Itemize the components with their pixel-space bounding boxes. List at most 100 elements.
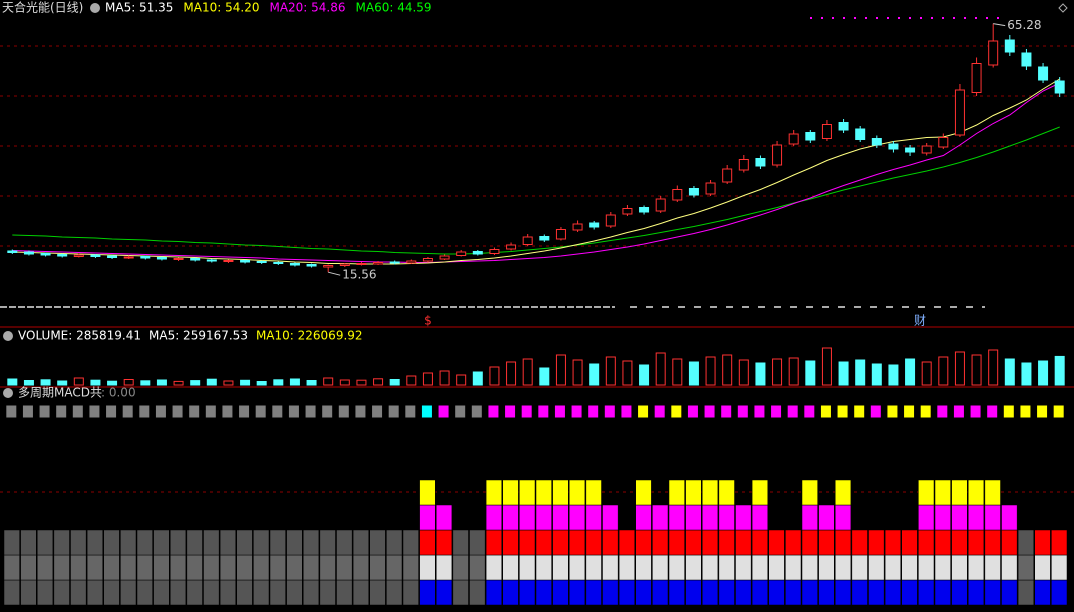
signal-cell	[620, 404, 633, 419]
volume-bar	[522, 358, 533, 386]
macd-block	[369, 579, 386, 606]
macd-block	[552, 479, 569, 506]
macd-block	[436, 554, 453, 581]
macd-block	[103, 579, 120, 606]
signal-cell	[952, 404, 965, 419]
macd-block	[801, 504, 818, 531]
macd-block	[868, 579, 885, 606]
macd-block	[519, 554, 536, 581]
dropdown-icon[interactable]	[3, 388, 13, 398]
volume-bar	[456, 374, 467, 386]
macd-block	[286, 529, 303, 556]
macd-block	[652, 529, 669, 556]
volume-bar	[506, 361, 517, 386]
macd-block	[851, 529, 868, 556]
macd-block	[53, 529, 70, 556]
macd-block	[219, 554, 236, 581]
event-marker: 财	[914, 314, 926, 328]
macd-block	[569, 529, 586, 556]
macd-block	[419, 479, 436, 506]
menu-icon[interactable]	[1058, 3, 1068, 13]
candle-body	[456, 251, 467, 256]
macd-block	[735, 504, 752, 531]
macd-block	[751, 579, 768, 606]
macd-block	[236, 554, 253, 581]
macd-block	[668, 579, 685, 606]
candle-body	[406, 260, 417, 264]
macd-block	[352, 554, 369, 581]
signal-cell	[903, 404, 916, 419]
signal-cell	[238, 404, 251, 419]
macd-block	[485, 529, 502, 556]
macd-block	[984, 579, 1001, 606]
macd-block	[269, 579, 286, 606]
macd-block	[286, 579, 303, 606]
candle-body	[589, 222, 600, 228]
macd-block	[37, 579, 54, 606]
candle-body	[223, 260, 234, 262]
candle-body	[472, 251, 483, 255]
macd-block	[303, 579, 320, 606]
volume-bar	[1004, 358, 1015, 386]
candle-body	[755, 158, 766, 167]
candle-body	[639, 207, 650, 213]
signal-cell	[88, 404, 101, 419]
dropdown-icon[interactable]	[90, 3, 100, 13]
macd-block	[934, 479, 951, 506]
macd-block	[934, 529, 951, 556]
macd-block	[186, 554, 203, 581]
macd-block	[668, 504, 685, 531]
volume-bar	[555, 354, 566, 386]
signal-cell	[171, 404, 184, 419]
macd-block	[818, 504, 835, 531]
dropdown-icon[interactable]	[3, 331, 13, 341]
volume-bar	[971, 354, 982, 386]
macd-block	[186, 579, 203, 606]
macd-block	[702, 479, 719, 506]
macd-block	[768, 529, 785, 556]
volume-bar	[289, 378, 300, 386]
macd-block	[402, 529, 419, 556]
volume-bar	[639, 364, 650, 386]
macd-block	[86, 554, 103, 581]
signal-cell	[553, 404, 566, 419]
volume-bar	[688, 361, 699, 386]
volume-bar	[306, 380, 317, 386]
macd-block	[585, 554, 602, 581]
macd-block	[801, 579, 818, 606]
macd-block	[1051, 529, 1068, 556]
candle-body	[672, 189, 683, 201]
macd-block	[253, 554, 270, 581]
candle-body	[688, 188, 699, 196]
macd-block	[86, 529, 103, 556]
signal-cell	[886, 404, 899, 419]
volume-bar	[622, 360, 633, 386]
signal-cell	[437, 404, 450, 419]
signal-cell	[936, 404, 949, 419]
macd-block	[519, 504, 536, 531]
macd-block	[136, 529, 153, 556]
macd-block	[685, 504, 702, 531]
grid	[0, 45, 1074, 493]
candle-body	[555, 229, 566, 240]
macd-block	[1017, 529, 1034, 556]
candle-body	[605, 214, 616, 227]
macd-block	[751, 529, 768, 556]
macd-block	[934, 504, 951, 531]
volume-bar	[821, 347, 832, 386]
macd-block	[668, 529, 685, 556]
volume-legend: MA5: 259167.53	[149, 329, 248, 343]
macd-block	[751, 554, 768, 581]
macd-block	[618, 554, 635, 581]
macd-block	[702, 554, 719, 581]
macd-block	[70, 554, 87, 581]
candle-body	[240, 260, 251, 263]
macd-block	[236, 579, 253, 606]
volume-bar	[1038, 360, 1049, 386]
volume-bar	[356, 379, 367, 386]
candle-body	[888, 143, 899, 150]
macd-block	[203, 554, 220, 581]
signal-cell	[105, 404, 118, 419]
macd-block	[818, 579, 835, 606]
macd-block	[652, 554, 669, 581]
